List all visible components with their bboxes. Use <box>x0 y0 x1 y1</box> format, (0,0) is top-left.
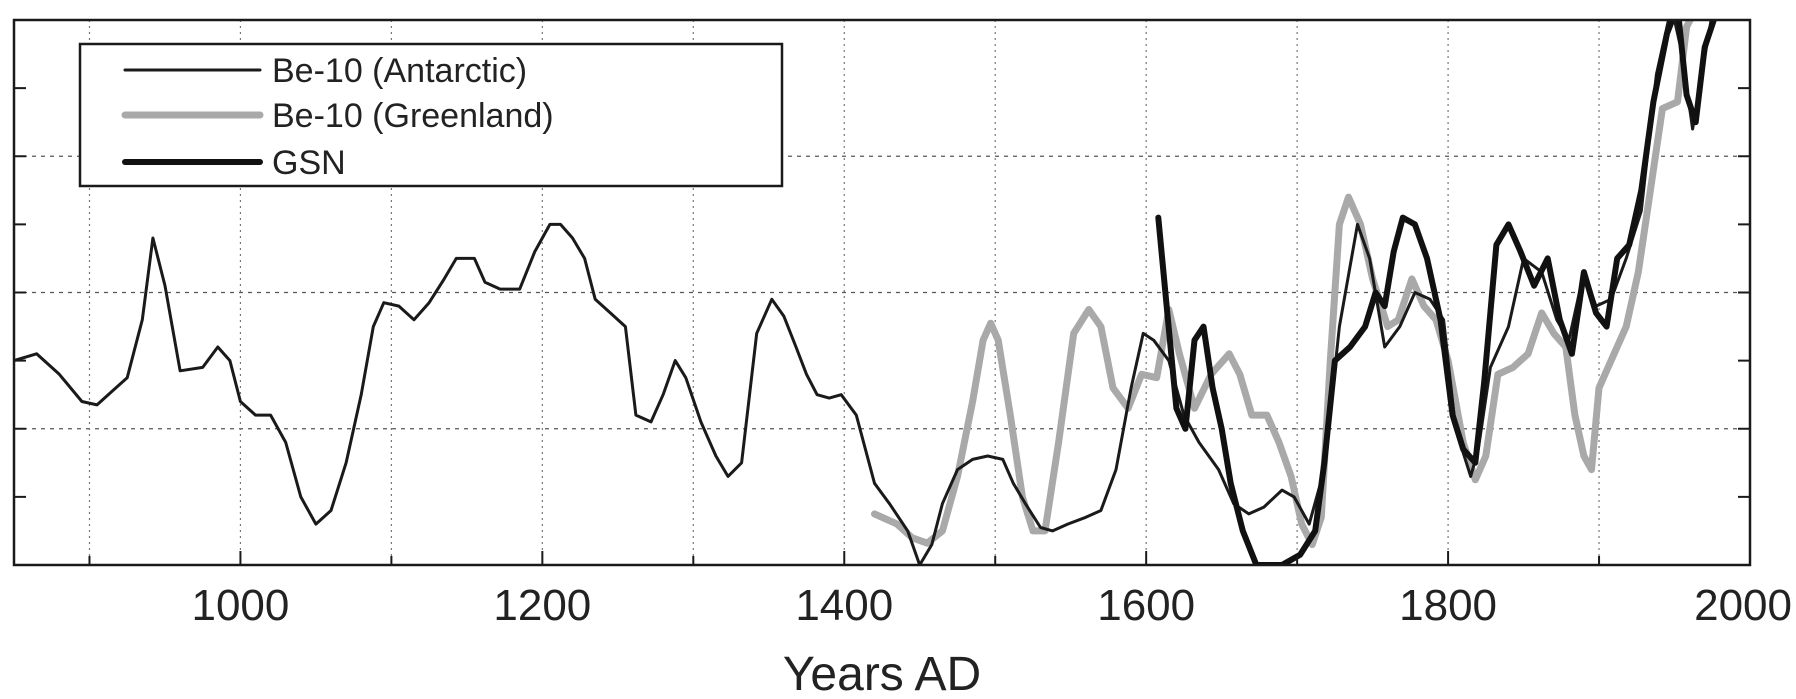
legend: Be-10 (Antarctic) Be-10 (Greenland) GSN <box>78 42 784 188</box>
x-tick-labels: 1000 1200 1400 1600 1800 2000 <box>191 581 1792 630</box>
series-line-gsn <box>1155 20 1717 565</box>
legend-label-antarctic: Be-10 (Antarctic) <box>272 52 527 90</box>
x-axis-title: Years AD <box>783 648 981 699</box>
legend-label-greenland: Be-10 (Greenland) <box>272 97 554 135</box>
x-tick-label: 1400 <box>795 581 893 630</box>
x-tick-label: 1000 <box>191 581 289 630</box>
x-ticks <box>88 551 1751 565</box>
x-tick-label: 2000 <box>1694 581 1792 630</box>
legend-label-gsn: GSN <box>272 144 346 182</box>
x-tick-label: 1800 <box>1399 581 1497 630</box>
x-tick-label: 1200 <box>493 581 591 630</box>
y-ticks <box>14 19 1750 566</box>
x-tick-label: 1600 <box>1097 581 1195 630</box>
series-lines <box>14 20 1717 565</box>
